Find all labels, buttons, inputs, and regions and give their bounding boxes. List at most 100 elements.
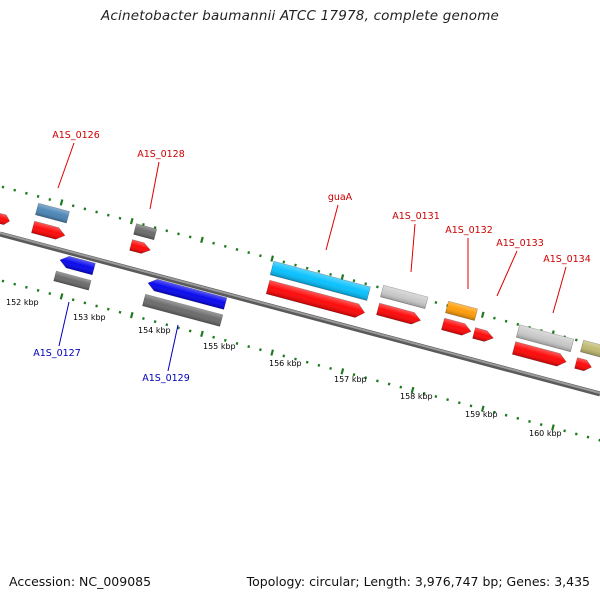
bottom-tick [142, 317, 145, 320]
leader-line [58, 301, 70, 347]
bottom-tick [516, 416, 520, 420]
gene-label[interactable]: guaA [328, 192, 353, 203]
top-tick [317, 269, 321, 273]
top-tick [282, 260, 286, 264]
bottom-tick [95, 304, 98, 308]
bottom-tick [59, 293, 64, 300]
top-tick [177, 232, 180, 236]
top-tick [574, 338, 578, 342]
top-tick [223, 244, 227, 248]
bottom-tick [212, 335, 215, 339]
feature-shading [31, 221, 65, 240]
feature-shading [133, 223, 157, 240]
label-layer: 152 kbp 153 kbp 154 kbp 155 kbp 156 kbp 157 k… [6, 130, 591, 438]
feature-partial-right-cds[interactable] [574, 357, 593, 373]
feature-shading [512, 341, 567, 367]
feature-shading [445, 301, 478, 321]
kbp-label: 159 kbp [465, 410, 498, 419]
leader-line [410, 223, 416, 273]
bottom-tick [1, 279, 5, 283]
top-tick [352, 279, 356, 283]
feature-A1S_0131-cds[interactable] [376, 302, 422, 326]
feature-A1S_0134-cds[interactable] [511, 341, 568, 368]
bottom-tick [434, 395, 438, 399]
bottom-tick [469, 404, 473, 408]
feature-A1S_0133-cds[interactable] [472, 327, 495, 344]
bottom-tick [259, 348, 262, 352]
bottom-tick [71, 298, 75, 302]
gene-label[interactable]: A1S_0126 [52, 130, 100, 141]
feature-A1S_0131-gene[interactable] [380, 284, 429, 310]
top-tick [59, 199, 64, 206]
feature-guaA-gene[interactable] [269, 260, 371, 301]
top-tick [493, 316, 496, 320]
bottom-tick [504, 413, 508, 417]
gene-label[interactable]: A1S_0134 [543, 254, 591, 265]
feature-A1S_0129-cds[interactable] [142, 293, 224, 327]
gene-label[interactable]: A1S_0133 [496, 238, 544, 249]
feature-A1S_0126-gene[interactable] [35, 202, 70, 224]
feature-A1S_0127-gene[interactable] [58, 254, 96, 276]
top-tick [188, 235, 192, 239]
top-tick [129, 217, 134, 225]
feature-A1S_0126-cds[interactable] [31, 220, 66, 241]
bottom-tick [282, 354, 286, 358]
feature-A1S_0129-gene[interactable] [146, 277, 228, 310]
top-tick [165, 229, 169, 233]
top-tick [118, 216, 122, 220]
bottom-tick [352, 373, 356, 377]
top-tick [504, 319, 508, 323]
kbp-label: 157 kbp [334, 375, 367, 384]
map-title: Acinetobacter baumannii ATCC 17978, comp… [100, 8, 500, 24]
feature-shading [0, 213, 10, 225]
feature-A1S_0127-cds[interactable] [53, 270, 92, 291]
bottom-tick [48, 292, 52, 296]
feature-partial-right-gene[interactable] [580, 339, 600, 358]
feature-A1S_0128-cds[interactable] [129, 239, 152, 256]
feature-A1S_0132-cds[interactable] [441, 317, 472, 337]
bottom-tick [399, 385, 403, 389]
bottom-tick [25, 285, 28, 289]
gene-label[interactable]: A1S_0131 [392, 211, 440, 222]
feature-shading [53, 271, 92, 291]
feature-shading [441, 318, 472, 336]
gene-label[interactable]: A1S_0127 [33, 348, 81, 359]
gene-label[interactable]: A1S_0129 [142, 373, 190, 384]
bottom-tick [493, 410, 496, 414]
bottom-tick [574, 432, 578, 436]
bottom-tick [106, 307, 110, 311]
feature-A1S_0132-gene[interactable] [445, 300, 478, 321]
top-tick [364, 282, 368, 286]
top-tick [270, 255, 274, 262]
top-tick [106, 213, 110, 217]
gene-label[interactable]: A1S_0132 [445, 225, 493, 236]
feature-partial-top-left[interactable] [0, 212, 11, 226]
feature-shading [142, 294, 223, 327]
label-leader-lines [57, 142, 567, 372]
bottom-tick [223, 338, 227, 342]
feature-shading [270, 261, 371, 301]
feature-A1S_0134-gene[interactable] [515, 324, 575, 353]
feature-shading [472, 327, 494, 342]
bottom-tick [294, 357, 297, 361]
leader-line [57, 142, 75, 189]
accession-text: Accession: NC_009085 [9, 574, 152, 589]
feature-A1S_0128-gene[interactable] [133, 223, 158, 241]
feature-shading [516, 324, 574, 352]
bottom-tick [422, 391, 426, 395]
kbp-label: 155 kbp [203, 342, 236, 351]
leader-line [552, 266, 567, 314]
feature-guaA-cds[interactable] [265, 279, 366, 319]
top-tick [36, 194, 40, 198]
kbp-label: 153 kbp [73, 313, 106, 322]
genome-backbone-layer [0, 231, 600, 397]
bottom-tick [551, 424, 555, 431]
gene-label[interactable]: A1S_0128 [137, 149, 185, 160]
bottom-tick [200, 330, 204, 338]
feature-layer [0, 202, 600, 373]
bottom-tick [305, 360, 309, 364]
feature-shading [35, 203, 70, 224]
bottom-tick [539, 423, 543, 427]
feature-shading [580, 340, 600, 358]
